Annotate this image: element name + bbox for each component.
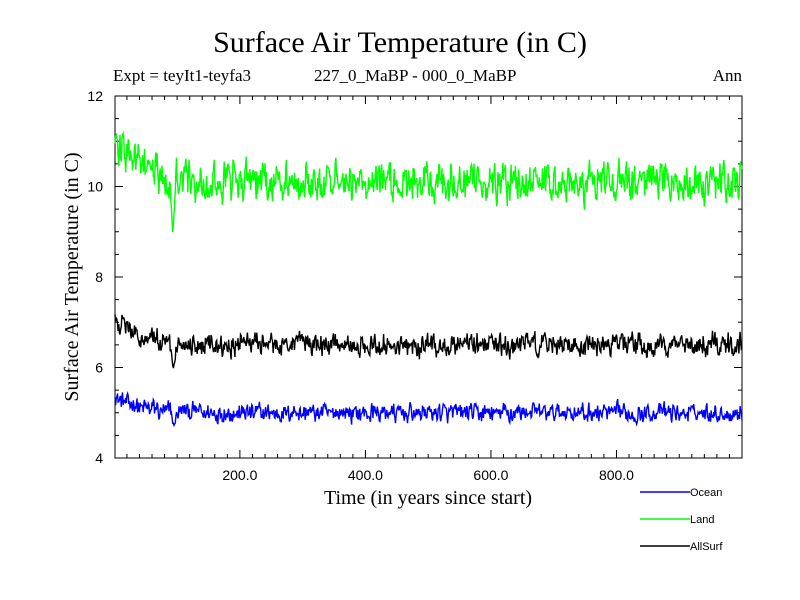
y-axis-title: Surface Air Temperature (in C) [61,152,83,401]
x-tick-label: 600.0 [473,467,508,483]
series-layer [114,130,743,428]
series-line-land [114,130,743,232]
x-axis-title: Time (in years since start) [324,487,532,509]
x-tick-label: 400.0 [348,467,383,483]
season-label: Ann [712,66,742,85]
x-tick-label: 200.0 [222,467,257,483]
axis-ticks: 4 6 8 10 12 200.0 400.0 600.0 800.0 [87,88,742,483]
y-tick-label: 8 [95,269,103,285]
series-line-allsurf [114,314,743,369]
y-tick-label: 4 [95,450,103,466]
period-label: 227_0_MaBP - 000_0_MaBP [314,66,517,85]
y-tick-label: 10 [87,179,103,195]
y-tick-label: 12 [87,88,103,104]
legend-label-ocean: Ocean [690,487,722,499]
series-line-ocean [114,391,743,428]
experiment-label: Expt = teyIt1-teyfa3 [113,66,251,85]
chart-title: Surface Air Temperature (in C) [213,26,587,59]
y-tick-label: 6 [95,360,103,376]
legend-label-allsurf: AllSurf [690,541,723,553]
x-tick-label: 800.0 [599,467,634,483]
legend: Ocean Land AllSurf [640,487,723,553]
legend-label-land: Land [690,514,714,526]
